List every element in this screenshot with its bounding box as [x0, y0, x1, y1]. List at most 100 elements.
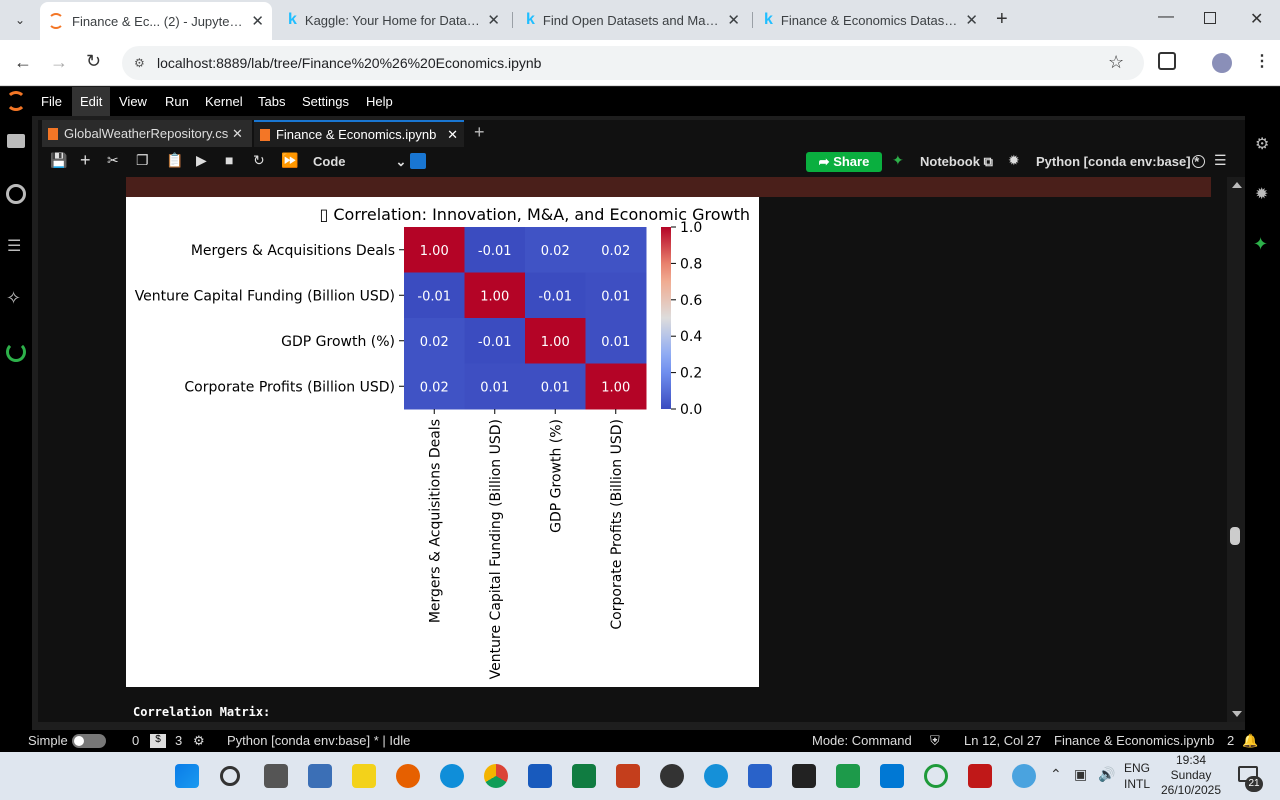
menu-view[interactable]: View — [119, 94, 147, 109]
browser-tab-datasets[interactable]: k Find Open Datasets and Machi ✕ — [518, 4, 748, 36]
ai-assistant-icon[interactable]: ✦ — [1253, 234, 1269, 254]
paste-icon[interactable]: 📋 — [166, 152, 184, 168]
search-icon[interactable] — [220, 766, 240, 786]
windows-start-icon[interactable] — [175, 764, 199, 788]
close-icon[interactable]: ✕ — [487, 12, 500, 29]
scroll-down-icon[interactable] — [1232, 711, 1242, 717]
ai-sparkle-icon[interactable]: ✦ — [892, 152, 904, 168]
restart-run-all-icon[interactable]: ⏩ — [281, 152, 299, 168]
new-launcher-icon[interactable]: + — [474, 122, 485, 142]
close-icon[interactable]: ✕ — [965, 12, 978, 29]
weather-icon[interactable] — [1012, 764, 1036, 788]
doc-tab-finance-notebook[interactable]: Finance & Economics.ipynb ✕ — [254, 120, 464, 147]
close-icon[interactable]: ✕ — [727, 12, 740, 29]
site-info-icon[interactable]: ⚙ — [134, 56, 145, 70]
word-icon[interactable] — [528, 764, 552, 788]
media-player-icon[interactable] — [352, 764, 376, 788]
clock[interactable]: 19:34 Sunday 26/10/2025 — [1160, 753, 1222, 797]
tab-search-button[interactable]: ⌄ — [14, 13, 26, 27]
cut-icon[interactable]: ✂ — [107, 152, 119, 168]
chat-icon[interactable] — [836, 764, 860, 788]
row-label: Mergers & Acquisitions Deals — [191, 243, 395, 259]
property-inspector-icon[interactable]: ⚙ — [1255, 136, 1270, 153]
mcafee-icon[interactable] — [968, 764, 992, 788]
insert-cell-icon[interactable]: + — [80, 150, 91, 170]
kernel-status[interactable]: Python [conda env:base] * | Idle — [227, 733, 411, 748]
stop-icon[interactable]: ■ — [225, 152, 234, 168]
bell-icon[interactable]: 🔔 — [1242, 733, 1259, 748]
reload-icon[interactable]: ↻ — [86, 51, 102, 71]
doc-tab-weather-csv[interactable]: GlobalWeatherRepository.csv ✕ — [42, 120, 252, 147]
share-button[interactable]: ➦ Share — [806, 152, 882, 172]
copy-icon[interactable]: ❐ — [136, 152, 149, 168]
powerpoint-icon[interactable] — [616, 764, 640, 788]
browser-tab-finance-dataset[interactable]: k Finance & Economics Dataset (2 ✕ — [756, 4, 986, 36]
avatar[interactable] — [1212, 53, 1232, 73]
shield-icon[interactable]: ⛨ — [930, 733, 940, 748]
task-view-icon[interactable] — [264, 764, 288, 788]
menu-edit[interactable]: Edit — [72, 87, 111, 116]
browser-tab-kaggle[interactable]: k Kaggle: Your Home for Data Sci ✕ — [280, 4, 508, 36]
browser-menu-icon[interactable]: ⋮ — [1254, 53, 1270, 70]
kernels-count: 3 — [175, 733, 183, 748]
extensions-puzzle-icon[interactable]: ✧ — [6, 288, 22, 308]
forward-icon[interactable]: → — [50, 52, 68, 72]
command-palette-icon[interactable] — [410, 153, 426, 169]
bug-icon[interactable]: ✹ — [1008, 152, 1020, 168]
bookmark-star-icon[interactable]: ☆ — [1108, 52, 1125, 72]
volume-icon[interactable]: 🔊 — [1098, 766, 1116, 782]
network-icon[interactable]: ▣ — [1074, 766, 1088, 782]
menu-file[interactable]: File — [41, 94, 62, 109]
menu-settings[interactable]: Settings — [302, 94, 349, 109]
notebook-link[interactable]: Notebook ⧉ — [920, 154, 993, 169]
edge-icon[interactable] — [440, 764, 464, 788]
terminal-icon[interactable]: $ — [150, 734, 166, 748]
restart-icon[interactable]: ↻ — [253, 152, 265, 168]
url-field[interactable]: ⚙ localhost:8889/lab/tree/Finance%20%26%… — [122, 46, 1144, 80]
obs-icon[interactable] — [660, 764, 684, 788]
excel-icon[interactable] — [572, 764, 596, 788]
close-icon[interactable]: ✕ — [251, 13, 264, 30]
table-of-contents-icon[interactable]: ☰ — [7, 238, 22, 255]
menu-run[interactable]: Run — [165, 94, 189, 109]
folder-icon[interactable] — [7, 134, 25, 148]
firefox-icon[interactable] — [396, 764, 420, 788]
notebook-scrollbar[interactable] — [1227, 177, 1245, 722]
save-icon[interactable]: 💾 — [50, 152, 68, 168]
run-icon[interactable]: ▶ — [196, 152, 207, 168]
app-circle-icon[interactable] — [924, 764, 948, 788]
menu-kernel[interactable]: Kernel — [205, 94, 243, 109]
menu-help[interactable]: Help — [366, 94, 393, 109]
back-icon[interactable]: ← — [14, 52, 32, 72]
menu-icon[interactable]: ☰ — [1214, 152, 1227, 168]
simple-mode-toggle[interactable] — [72, 734, 106, 748]
close-window-button[interactable]: ✕ — [1250, 11, 1264, 28]
scroll-up-icon[interactable] — [1232, 182, 1242, 188]
minimize-button[interactable]: — — [1158, 8, 1174, 25]
browser-tab-jupyter[interactable]: Finance & Ec... (2) - JupyterLab ✕ — [40, 2, 272, 40]
chrome-icon[interactable] — [484, 764, 508, 788]
kernel-gear-icon[interactable]: ⚙ — [193, 733, 205, 748]
new-tab-button[interactable]: + — [996, 8, 1008, 30]
menu-tabs[interactable]: Tabs — [258, 94, 286, 109]
close-icon[interactable]: ✕ — [232, 125, 243, 141]
widgets-icon[interactable] — [308, 764, 332, 788]
language-label[interactable]: ENG INTL — [1124, 761, 1151, 791]
app-icon[interactable] — [748, 764, 772, 788]
notification-count: 2 — [1227, 733, 1235, 748]
kernel-name[interactable]: Python [conda env:base] * — [1036, 154, 1200, 169]
restore-button[interactable] — [1204, 12, 1216, 24]
cell-type-select[interactable]: Code ⌄ — [313, 154, 407, 169]
windows-taskbar: ⌃ ▣ 🔊 ENG INTL 19:34 Sunday 26/10/2025 21 — [0, 752, 1280, 800]
scroll-thumb[interactable] — [1230, 527, 1240, 545]
terminal-app-icon[interactable] — [792, 764, 816, 788]
copilot-icon[interactable] — [704, 764, 728, 788]
git-icon[interactable] — [6, 342, 26, 362]
running-kernels-icon[interactable] — [6, 184, 26, 204]
debugger-icon[interactable]: ✹ — [1255, 186, 1269, 203]
cursor-position[interactable]: Ln 12, Col 27 — [964, 733, 1042, 748]
tray-chevron-icon[interactable]: ⌃ — [1050, 766, 1062, 782]
close-icon[interactable]: ✕ — [447, 126, 458, 142]
extensions-icon[interactable] — [1158, 52, 1176, 70]
outlook-icon[interactable] — [880, 764, 904, 788]
